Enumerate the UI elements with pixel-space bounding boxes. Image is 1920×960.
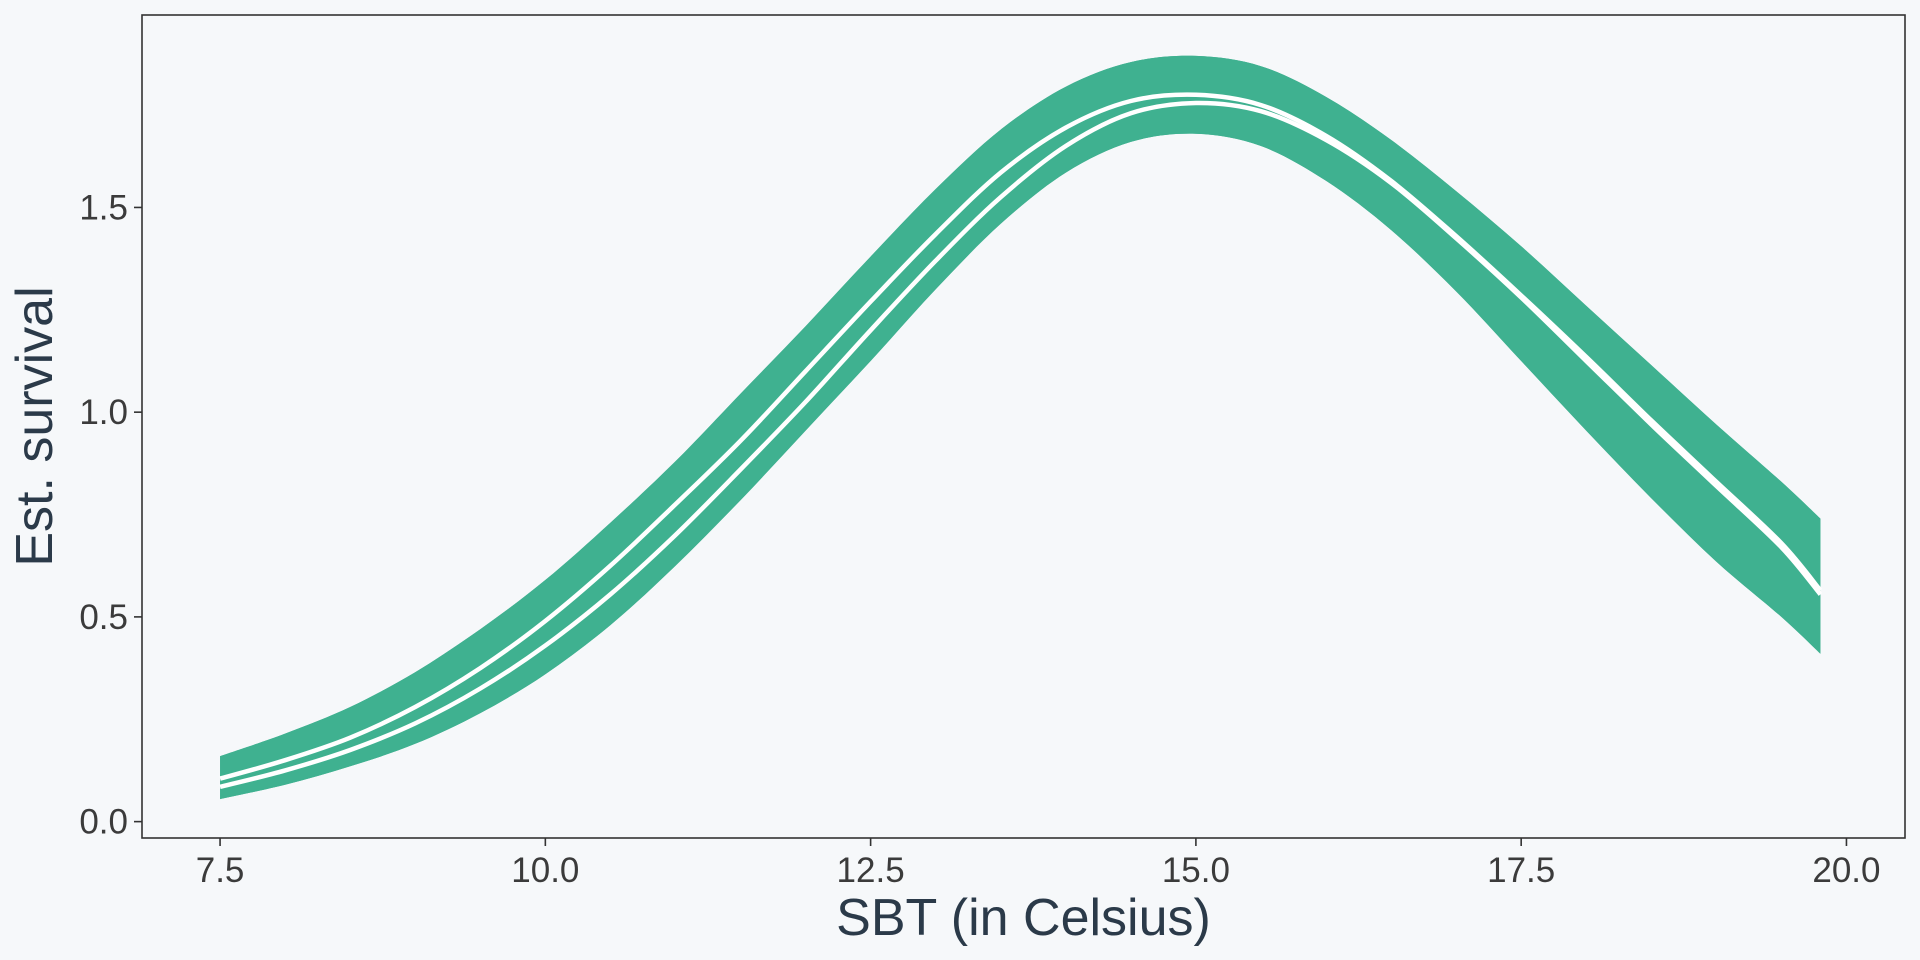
x-tick-label: 10.0 [511, 851, 579, 890]
panel-border [141, 14, 1906, 839]
x-tick-label: 17.5 [1487, 851, 1555, 890]
y-axis: 0.0 0.5 1.0 1.5 [79, 188, 142, 842]
x-tick-label: 15.0 [1162, 851, 1230, 890]
y-tick-label: 1.0 [79, 393, 128, 432]
ribbon-band-2 [220, 55, 1821, 800]
y-tick-label: 1.5 [79, 188, 128, 227]
y-tick-label: 0.0 [79, 803, 128, 842]
x-tick-label: 7.5 [196, 851, 245, 890]
y-tick-label: 0.5 [79, 598, 128, 637]
x-axis-title: SBT (in Celsius) [836, 889, 1211, 947]
confidence-bands [220, 55, 1821, 800]
mean-lines [219, 92, 1823, 789]
mean-line-2 [219, 100, 1823, 789]
x-axis: 7.5 10.0 12.5 15.0 17.5 20.0 [196, 838, 1881, 890]
x-tick-label: 20.0 [1812, 851, 1880, 890]
x-tick-label: 12.5 [837, 851, 905, 890]
mean-line-1 [219, 92, 1823, 781]
y-axis-title: Est. survival [6, 286, 64, 566]
